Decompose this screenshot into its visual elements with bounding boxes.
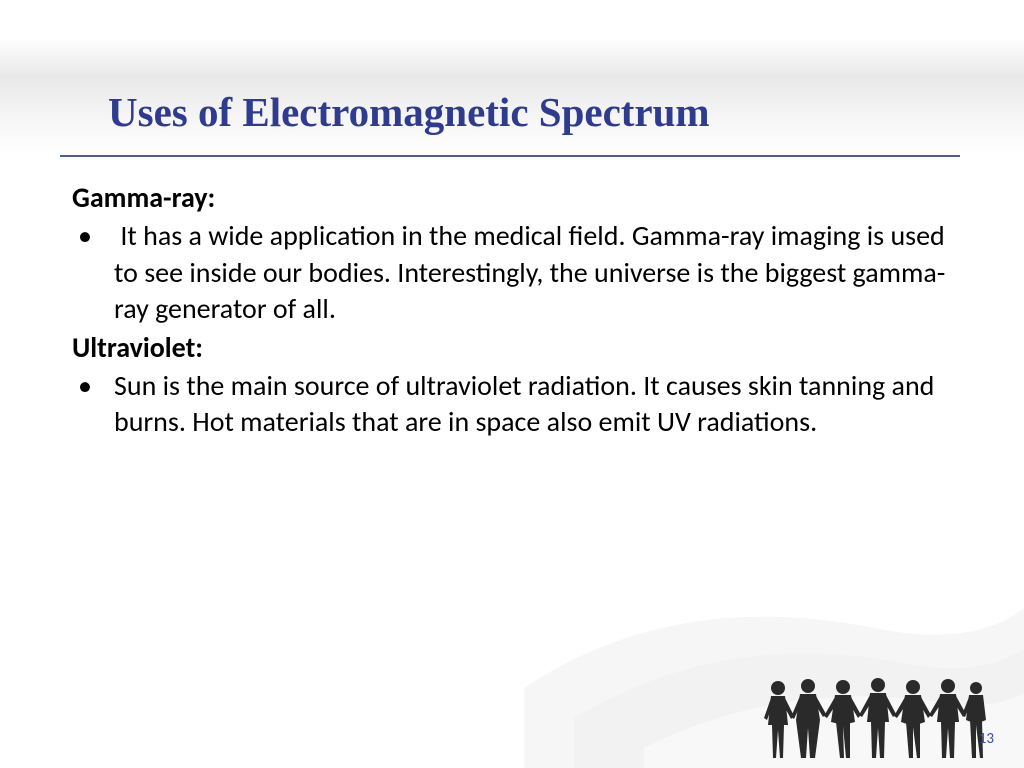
section-heading: Gamma-ray: bbox=[72, 180, 952, 216]
title-underline bbox=[60, 155, 960, 157]
bullet-text: Sun is the main source of ultraviolet ra… bbox=[114, 368, 952, 441]
people-silhouette-icon bbox=[758, 670, 988, 760]
slide-title: Uses of Electromagnetic Spectrum bbox=[108, 88, 710, 136]
section-heading: Ultraviolet: bbox=[72, 330, 952, 366]
bullet-text: It has a wide application in the medical… bbox=[114, 218, 952, 327]
bullet-marker: • bbox=[72, 218, 114, 327]
bullet-marker: • bbox=[72, 368, 114, 441]
header-band: Uses of Electromagnetic Spectrum bbox=[0, 0, 1024, 155]
bullet-item: • It has a wide application in the medic… bbox=[72, 218, 952, 327]
bullet-item: • Sun is the main source of ultraviolet … bbox=[72, 368, 952, 441]
page-number: 13 bbox=[979, 730, 994, 748]
swoosh-decoration bbox=[524, 488, 1024, 768]
slide-content: Gamma-ray: • It has a wide application i… bbox=[72, 180, 952, 443]
